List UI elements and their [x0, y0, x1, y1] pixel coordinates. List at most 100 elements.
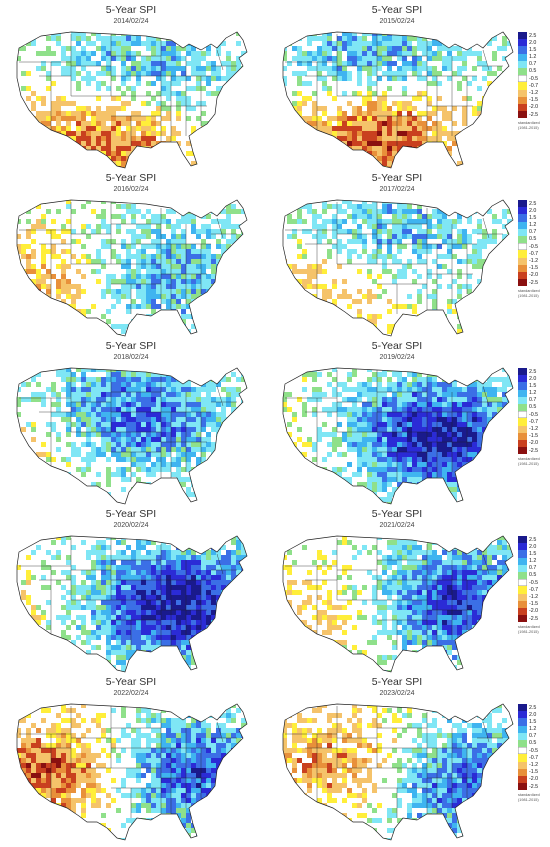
panel-title: 5-Year SPI [371, 4, 423, 16]
legend-label: -0.7 [529, 82, 539, 89]
legend-swatch [518, 279, 527, 287]
legend-label: -0.5 [529, 411, 539, 418]
legend-label: 0.7 [529, 565, 537, 572]
legend-note: standardized [518, 121, 540, 126]
legend-swatch [518, 439, 527, 448]
legend-swatch [518, 39, 527, 47]
legend-item: 0.5 [518, 739, 548, 748]
spi-map [16, 199, 248, 337]
panel-title: 5-Year SPI [371, 340, 423, 352]
legend-item: -2.0 [518, 103, 548, 112]
legend-label: -2.0 [529, 440, 539, 447]
legend-label: 0.7 [529, 61, 537, 68]
legend-item: 0.7 [518, 60, 548, 68]
legend-label: -0.5 [529, 579, 539, 586]
legend-item: -2.0 [518, 607, 548, 616]
legend-item: -0.5 [518, 411, 548, 419]
legend-swatch [518, 536, 527, 544]
legend-item: 0.5 [518, 235, 548, 244]
legend-note: standardized [518, 457, 540, 462]
map-panel: 5-Year SPI 2020/02/24 [6, 508, 276, 676]
legend-item: 2.5 [518, 32, 548, 40]
spi-map [16, 367, 248, 505]
legend-swatch [518, 250, 527, 258]
legend-label: 1.5 [529, 718, 537, 725]
legend-label: -0.7 [529, 418, 539, 425]
legend-note: standardized [518, 793, 540, 798]
legend-item: -1.5 [518, 96, 548, 104]
legend-item: -2.5 [518, 279, 548, 287]
panel-title: 5-Year SPI [105, 4, 157, 16]
legend-item: -2.0 [518, 439, 548, 448]
legend-swatch [518, 60, 527, 68]
legend-item: 2.5 [518, 704, 548, 712]
legend-item: -0.5 [518, 747, 548, 755]
spi-map [282, 535, 514, 673]
legend-item: 1.2 [518, 221, 548, 229]
legend-swatch [518, 579, 527, 587]
legend-label: -0.7 [529, 754, 539, 761]
legend-label: -1.5 [529, 769, 539, 776]
legend-label: -2.0 [529, 608, 539, 615]
legend-swatch [518, 375, 527, 383]
legend-label: -0.5 [529, 243, 539, 250]
legend-item: -0.7 [518, 250, 548, 258]
legend-label: -2.0 [529, 272, 539, 279]
legend-label: 2.5 [529, 32, 537, 39]
legend-item: 1.2 [518, 725, 548, 733]
legend-label: -2.5 [529, 111, 539, 118]
legend-label: 2.5 [529, 368, 537, 375]
spi-map [16, 31, 248, 169]
legend-swatch [518, 53, 527, 61]
legend-swatch [518, 89, 527, 97]
legend-item: -0.5 [518, 243, 548, 251]
panel-title: 5-Year SPI [105, 508, 157, 520]
legend-note: standardized [518, 625, 540, 630]
legend-swatch [518, 783, 527, 791]
legend-item: -0.5 [518, 75, 548, 83]
legend-item: 1.2 [518, 53, 548, 61]
spi-map [16, 535, 248, 673]
legend-label: 1.2 [529, 390, 537, 397]
legend-label: -1.2 [529, 258, 539, 264]
spi-legend: 2.5 2.0 1.5 1.2 0.7 0.5 -0.5 -0.7 -1.2 -1.5 -2.0 -2… [518, 200, 548, 299]
legend-item: 1.5 [518, 46, 548, 54]
legend-item: -0.5 [518, 579, 548, 587]
map-panel: 5-Year SPI 2021/02/24 2.5 2.0 1.5 1.2 0.7 0.5 -0… [272, 508, 542, 676]
legend-label: 0.5 [529, 572, 537, 579]
legend-swatch [518, 718, 527, 726]
legend-swatch [518, 418, 527, 426]
legend-item: 0.5 [518, 67, 548, 76]
legend-label: 1.5 [529, 550, 537, 557]
legend-item: 0.7 [518, 732, 548, 740]
legend-item: -0.7 [518, 754, 548, 762]
legend-item: -2.0 [518, 271, 548, 280]
legend-swatch [518, 586, 527, 594]
spi-map [282, 703, 514, 841]
legend-swatch [518, 725, 527, 733]
legend-item: 2.0 [518, 207, 548, 215]
map-panel: 5-Year SPI 2019/02/24 2.5 2.0 1.5 1.2 0.7 0.5 -0… [272, 340, 542, 508]
legend-swatch [518, 564, 527, 572]
map-panel: 5-Year SPI 2017/02/24 2.5 2.0 1.5 1.2 0.7 0.5 -0… [272, 172, 542, 340]
legend-label: -1.5 [529, 97, 539, 104]
panel-date: 2016/02/24 [113, 186, 149, 193]
panel-title: 5-Year SPI [371, 508, 423, 520]
legend-item: -2.5 [518, 615, 548, 623]
legend-swatch [518, 235, 527, 244]
legend-swatch [518, 550, 527, 558]
spi-legend: 2.5 2.0 1.5 1.2 0.7 0.5 -0.5 -0.7 -1.2 -1.5 -2.0 -2… [518, 32, 548, 131]
legend-swatch [518, 103, 527, 112]
legend-swatch [518, 411, 527, 419]
legend-label: -2.5 [529, 783, 539, 790]
legend-swatch [518, 543, 527, 551]
panel-title: 5-Year SPI [105, 340, 157, 352]
legend-label: 0.5 [529, 68, 537, 75]
legend-swatch [518, 257, 527, 265]
legend-swatch [518, 739, 527, 748]
legend-label: -1.2 [529, 762, 539, 768]
legend-swatch [518, 207, 527, 215]
legend-item: -2.0 [518, 775, 548, 784]
legend-swatch [518, 214, 527, 222]
legend-swatch [518, 111, 527, 119]
